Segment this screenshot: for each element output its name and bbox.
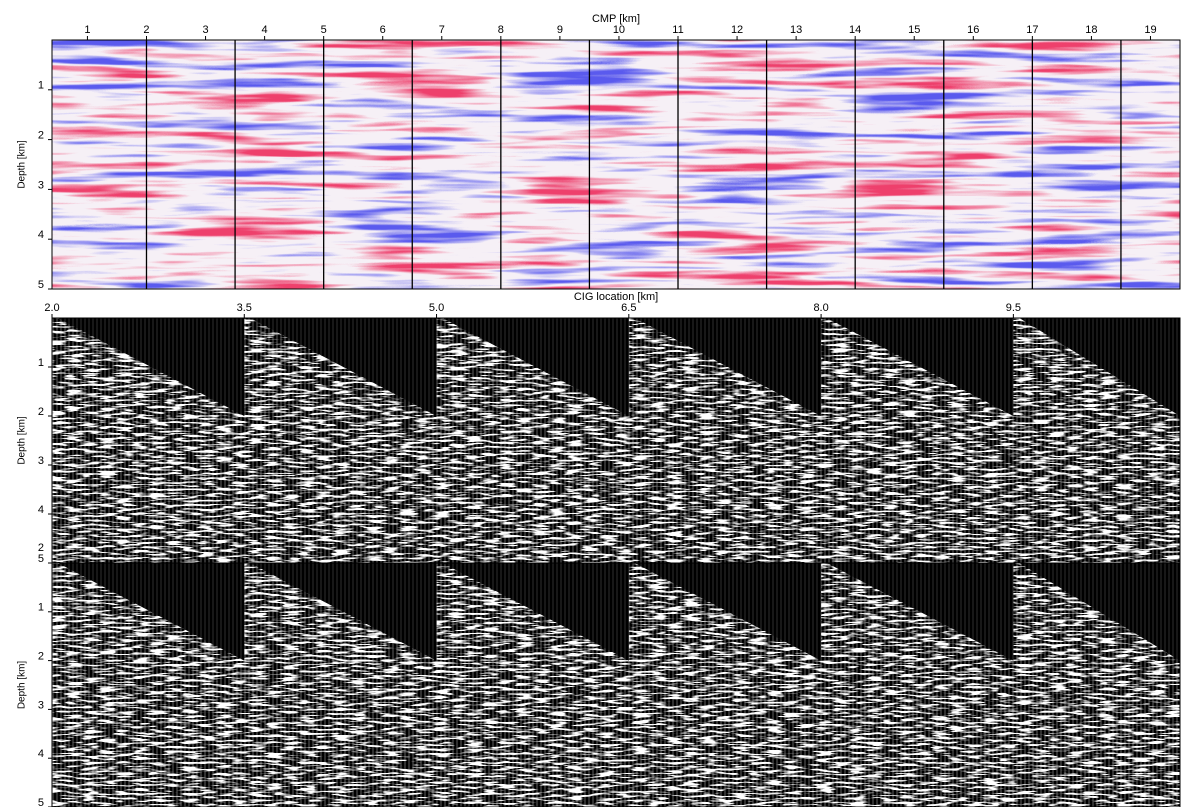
- muted-wedge-traces: [250, 318, 437, 416]
- x-tick-label: 3: [202, 24, 208, 36]
- x-tick-label: 4: [262, 24, 268, 36]
- muted-wedge-traces: [1019, 563, 1180, 661]
- x-tick-label: 1: [84, 24, 90, 36]
- muted-wedge-traces: [827, 318, 1014, 416]
- y-tick-label: 1: [38, 80, 44, 92]
- panel-frame: [51, 562, 1181, 807]
- y-tick-label: 5: [38, 553, 44, 565]
- x-tick-label: 10: [613, 24, 625, 36]
- x-tick-label: 18: [1085, 24, 1097, 36]
- x-tick-label: 5.0: [429, 302, 444, 314]
- x-tick-label: 6.5: [621, 302, 636, 314]
- muted-wedge-traces: [827, 563, 1014, 661]
- x-tick-label: 2.0: [44, 302, 59, 314]
- y-tick-label: 1: [38, 357, 44, 369]
- y-tick-label: 5: [38, 279, 44, 291]
- x-tick-label: 8.0: [813, 302, 828, 314]
- y-tick-label: 2: [38, 651, 44, 663]
- y-tick-label: 1: [38, 602, 44, 614]
- muted-wedge-traces: [442, 563, 629, 661]
- x-tick-label: 8: [498, 24, 504, 36]
- x-tick-label: 9: [557, 24, 563, 36]
- panel: 1 2 3 4 5 2.0 3.5 5.0 6.5 8.0 9.5 CIG location [km]…: [17, 291, 1181, 565]
- muted-wedge-traces: [442, 318, 629, 416]
- x-axis-label: CIG location [km]: [574, 291, 658, 303]
- x-tick-label: 6: [380, 24, 386, 36]
- x-tick-label: 12: [731, 24, 743, 36]
- section-image: [52, 40, 1180, 289]
- y-tick-label: 3: [38, 455, 44, 467]
- y-axis-label: Depth [km]: [17, 661, 28, 710]
- x-tick-label: 13: [790, 24, 802, 36]
- x-tick-label: 7: [439, 24, 445, 36]
- muted-wedge-traces: [634, 318, 822, 416]
- x-tick-label: 3.5: [237, 302, 252, 314]
- panel-frame: [51, 39, 1181, 290]
- x-tick-label: 2: [143, 24, 149, 36]
- annotation: 2: [38, 542, 44, 554]
- x-tick-label: 5: [321, 24, 327, 36]
- x-axis-label: CMP [km]: [592, 13, 640, 25]
- y-tick-label: 4: [38, 229, 44, 241]
- muted-wedge-traces: [58, 563, 245, 661]
- x-tick-label: 14: [849, 24, 861, 36]
- x-tick-label: 11: [672, 24, 683, 36]
- y-tick-label: 2: [38, 406, 44, 418]
- y-axis-label: Depth [km]: [17, 416, 28, 465]
- panel: 1 2 3 4 5 Depth [km] 2: [17, 542, 1181, 807]
- y-tick-label: 5: [38, 797, 44, 807]
- y-axis-label: Depth [km]: [17, 140, 28, 189]
- y-tick-label: 4: [38, 504, 44, 516]
- muted-wedge-traces: [250, 563, 437, 661]
- gathers-image: [52, 318, 1180, 563]
- y-tick-label: 2: [38, 130, 44, 142]
- muted-wedge-traces: [58, 318, 245, 416]
- y-tick-label: 3: [38, 699, 44, 711]
- gathers-image: [52, 563, 1180, 807]
- muted-wedge-traces: [634, 563, 822, 661]
- x-tick-label: 17: [1026, 24, 1038, 36]
- x-tick-label: 15: [908, 24, 920, 36]
- x-tick-label: 16: [967, 24, 979, 36]
- x-tick-label: 19: [1144, 24, 1156, 36]
- muted-wedge-traces: [1019, 318, 1180, 416]
- y-tick-label: 4: [38, 748, 44, 760]
- x-tick-label: 9.5: [1006, 302, 1021, 314]
- y-tick-label: 3: [38, 179, 44, 191]
